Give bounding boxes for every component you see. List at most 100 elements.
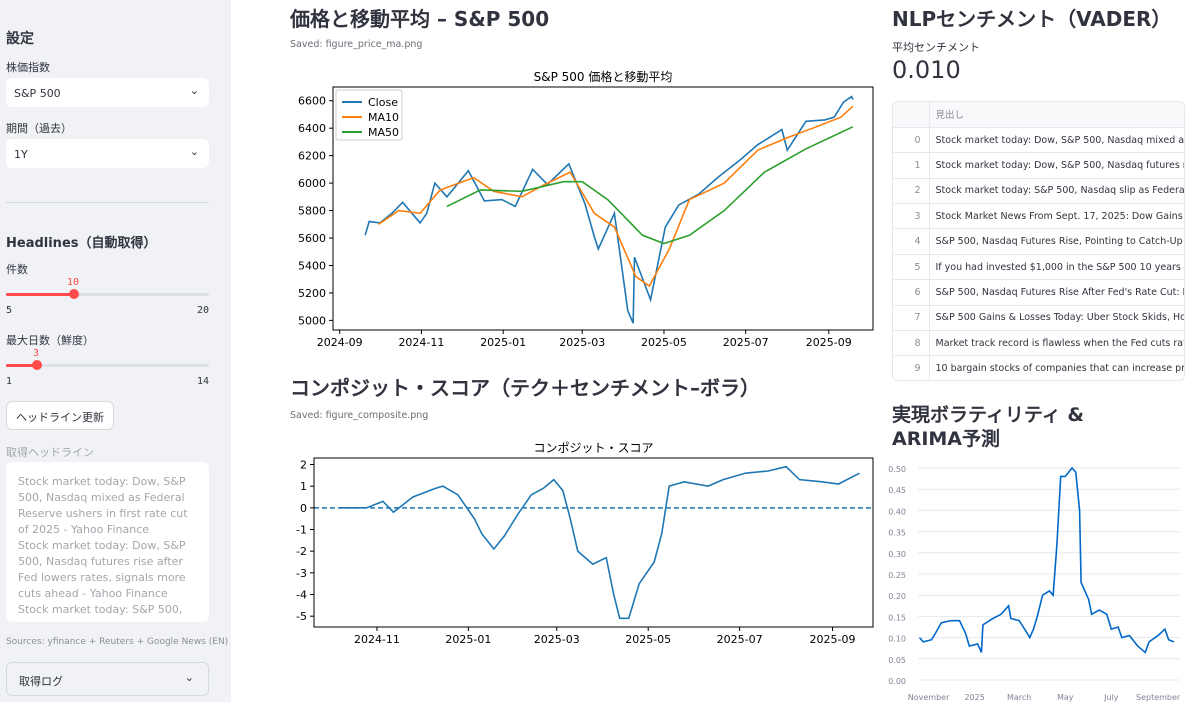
row-index: 6 [893,279,930,306]
y-tick-label: 0.20 [888,592,906,601]
y-tick-label: 5800 [298,205,326,218]
table-row[interactable]: 4 S&P 500, Nasdaq Futures Rise, Pointing … [893,228,1184,255]
y-tick-label: 5400 [298,259,326,272]
chevron-down-icon: ⌄ [189,145,199,158]
index-select[interactable]: S&P 500 ⌄ [6,78,209,107]
slider-thumb[interactable] [32,360,43,370]
legend-label: MA10 [368,111,399,124]
headline-cell[interactable]: Market track record is flawless when the… [929,330,1184,357]
y-tick-label: 0.00 [888,677,906,686]
y-tick-label: 0.50 [888,465,906,474]
x-tick-label: November [908,693,950,702]
legend-label: Close [368,96,398,109]
x-tick-label: 2025-05 [641,336,687,349]
column-header[interactable]: 見出し [929,102,1184,128]
y-tick-label: 0.40 [888,507,906,516]
series-line-ma50 [446,126,854,245]
period-label: 期間（過去） [6,122,72,135]
y-tick-label: 0 [300,502,307,515]
period-select[interactable]: 1Y ⌄ [6,139,209,168]
series-line-0 [918,466,1175,654]
row-index: 5 [893,254,930,281]
table-row[interactable]: 2 Stock market today: S&P 500, Nasdaq sli… [893,178,1184,205]
series-line-0 [339,465,860,620]
headlines-title: Headlines（自動取得） [6,236,157,251]
x-tick-label: July [1103,693,1119,702]
sidebar-title: 設定 [6,31,34,47]
x-tick-label: 2025-09 [806,336,852,349]
row-index: 3 [893,203,930,230]
headline-cell[interactable]: S&P 500, Nasdaq Futures Rise, Pointing t… [929,228,1184,255]
series-line-close [364,95,854,324]
y-tick-label: -5 [296,610,307,623]
x-tick-label: September [1136,693,1181,702]
headline-cell[interactable]: Stock market today: S&P 500, Nasdaq slip… [929,178,1184,205]
composite-heading: コンポジット・スコア（テク＋センチメント–ボラ） [290,376,760,400]
count-value: 10 [67,277,80,288]
row-index: 9 [893,355,930,380]
x-tick-label: 2025-01 [480,336,526,349]
fetched-label: 取得ヘッドライン [6,446,94,459]
y-tick-label: 5600 [298,232,326,245]
x-tick-label: March [1007,693,1031,702]
days-slider[interactable] [6,360,209,370]
nlp-heading: NLPセンチメント（VADER） [892,7,1172,31]
count-max: 20 [197,305,210,316]
headline-cell[interactable]: 10 bargain stocks of companies that can … [929,355,1184,380]
y-tick-label: 0.25 [888,571,906,580]
table-row[interactable]: 1 Stock market today: Dow, S&P 500, Nasda… [893,152,1184,179]
y-tick-label: 0.15 [888,613,906,622]
table-row[interactable]: 9 10 bargain stocks of companies that can… [893,355,1184,380]
headline-cell[interactable]: If you had invested $1,000 in the S&P 50… [929,254,1184,281]
divider [6,202,209,203]
composite-chart: コンポジット・スコア -5 -4 -3 -2 -1 0 1 2 2024-11 2025-01 202… [296,441,874,646]
chart-title: S&P 500 価格と移動平均 [534,69,673,84]
headline-cell[interactable]: Stock market today: Dow, S&P 500, Nasdaq… [929,127,1184,154]
metric-value: 0.010 [892,56,961,84]
sidebar: 設定 株価指数 S&P 500 ⌄ 期間（過去） 1Y ⌄ Headlines（自動… [0,0,231,702]
y-tick-label: -1 [296,524,307,537]
table-row[interactable]: 8 Market track record is flawless when th… [893,330,1184,357]
row-index: 0 [893,127,930,154]
headline-cell[interactable]: S&P 500, Nasdaq Futures Rise After Fed's… [929,279,1184,306]
fetch-log-expander[interactable]: 取得ログ ⌄ [6,662,209,696]
days-min: 1 [6,376,13,387]
price-ma-chart: S&P 500 価格と移動平均 5000 5200 5400 5600 5800 6000 6… [298,69,874,349]
table-row[interactable]: 3 Stock Market News From Sept. 17, 2025: … [893,203,1184,230]
table-row[interactable]: 0 Stock market today: Dow, S&P 500, Nasda… [893,127,1184,154]
table-row[interactable]: 7 S&P 500 Gains & Losses Today: Uber Stoc… [893,305,1184,332]
count-min: 5 [6,305,13,316]
y-tick-label: 6000 [298,177,326,190]
y-tick-label: 2 [300,459,307,472]
fetched-headlines-textarea[interactable]: Stock market today: Dow, S&P 500, Nasdaq… [6,462,209,622]
refresh-headlines-button[interactable]: ヘッドライン更新 [6,401,114,430]
headline-cell[interactable]: S&P 500 Gains & Losses Today: Uber Stock… [929,305,1184,332]
y-tick-label: -3 [296,567,307,580]
metric-label: 平均センチメント [892,41,980,54]
table-row[interactable]: 6 S&P 500, Nasdaq Futures Rise After Fed'… [893,279,1184,306]
index-label: 株価指数 [6,61,50,74]
headline-cell[interactable]: Stock market today: Dow, S&P 500, Nasdaq… [929,152,1184,179]
headlines-table[interactable]: 見出し 0 Stock market today: Dow, S&P 500, Na… [892,101,1185,381]
x-tick-label: 2025-03 [559,336,605,349]
price-heading: 価格と移動平均 – S&P 500 [290,7,550,31]
y-tick-label: 5000 [298,314,326,327]
y-tick-label: 5200 [298,287,326,300]
slider-thumb[interactable] [68,289,79,299]
count-slider[interactable] [6,289,209,299]
y-tick-label: 0.05 [888,656,906,665]
x-tick-label: 2024-11 [398,336,444,349]
sources-caption: Sources: yfinance + Reuters + Google New… [6,637,229,647]
y-tick-label: -4 [296,589,307,602]
headline-cell[interactable]: Stock Market News From Sept. 17, 2025: D… [929,203,1184,230]
table-row[interactable]: 5 If you had invested $1,000 in the S&P 5… [893,254,1184,281]
chevron-down-icon: ⌄ [184,671,194,684]
legend-label: MA50 [368,126,399,139]
price-saved-caption: Saved: figure_price_ma.png [290,39,423,50]
series-line-ma10 [378,105,854,288]
x-tick-label: 2024-11 [354,633,400,646]
chart-title: コンポジット・スコア [533,441,653,455]
chevron-down-icon: ⌄ [189,84,199,97]
y-tick-label: 6600 [298,95,326,108]
period-value: 1Y [14,148,28,161]
